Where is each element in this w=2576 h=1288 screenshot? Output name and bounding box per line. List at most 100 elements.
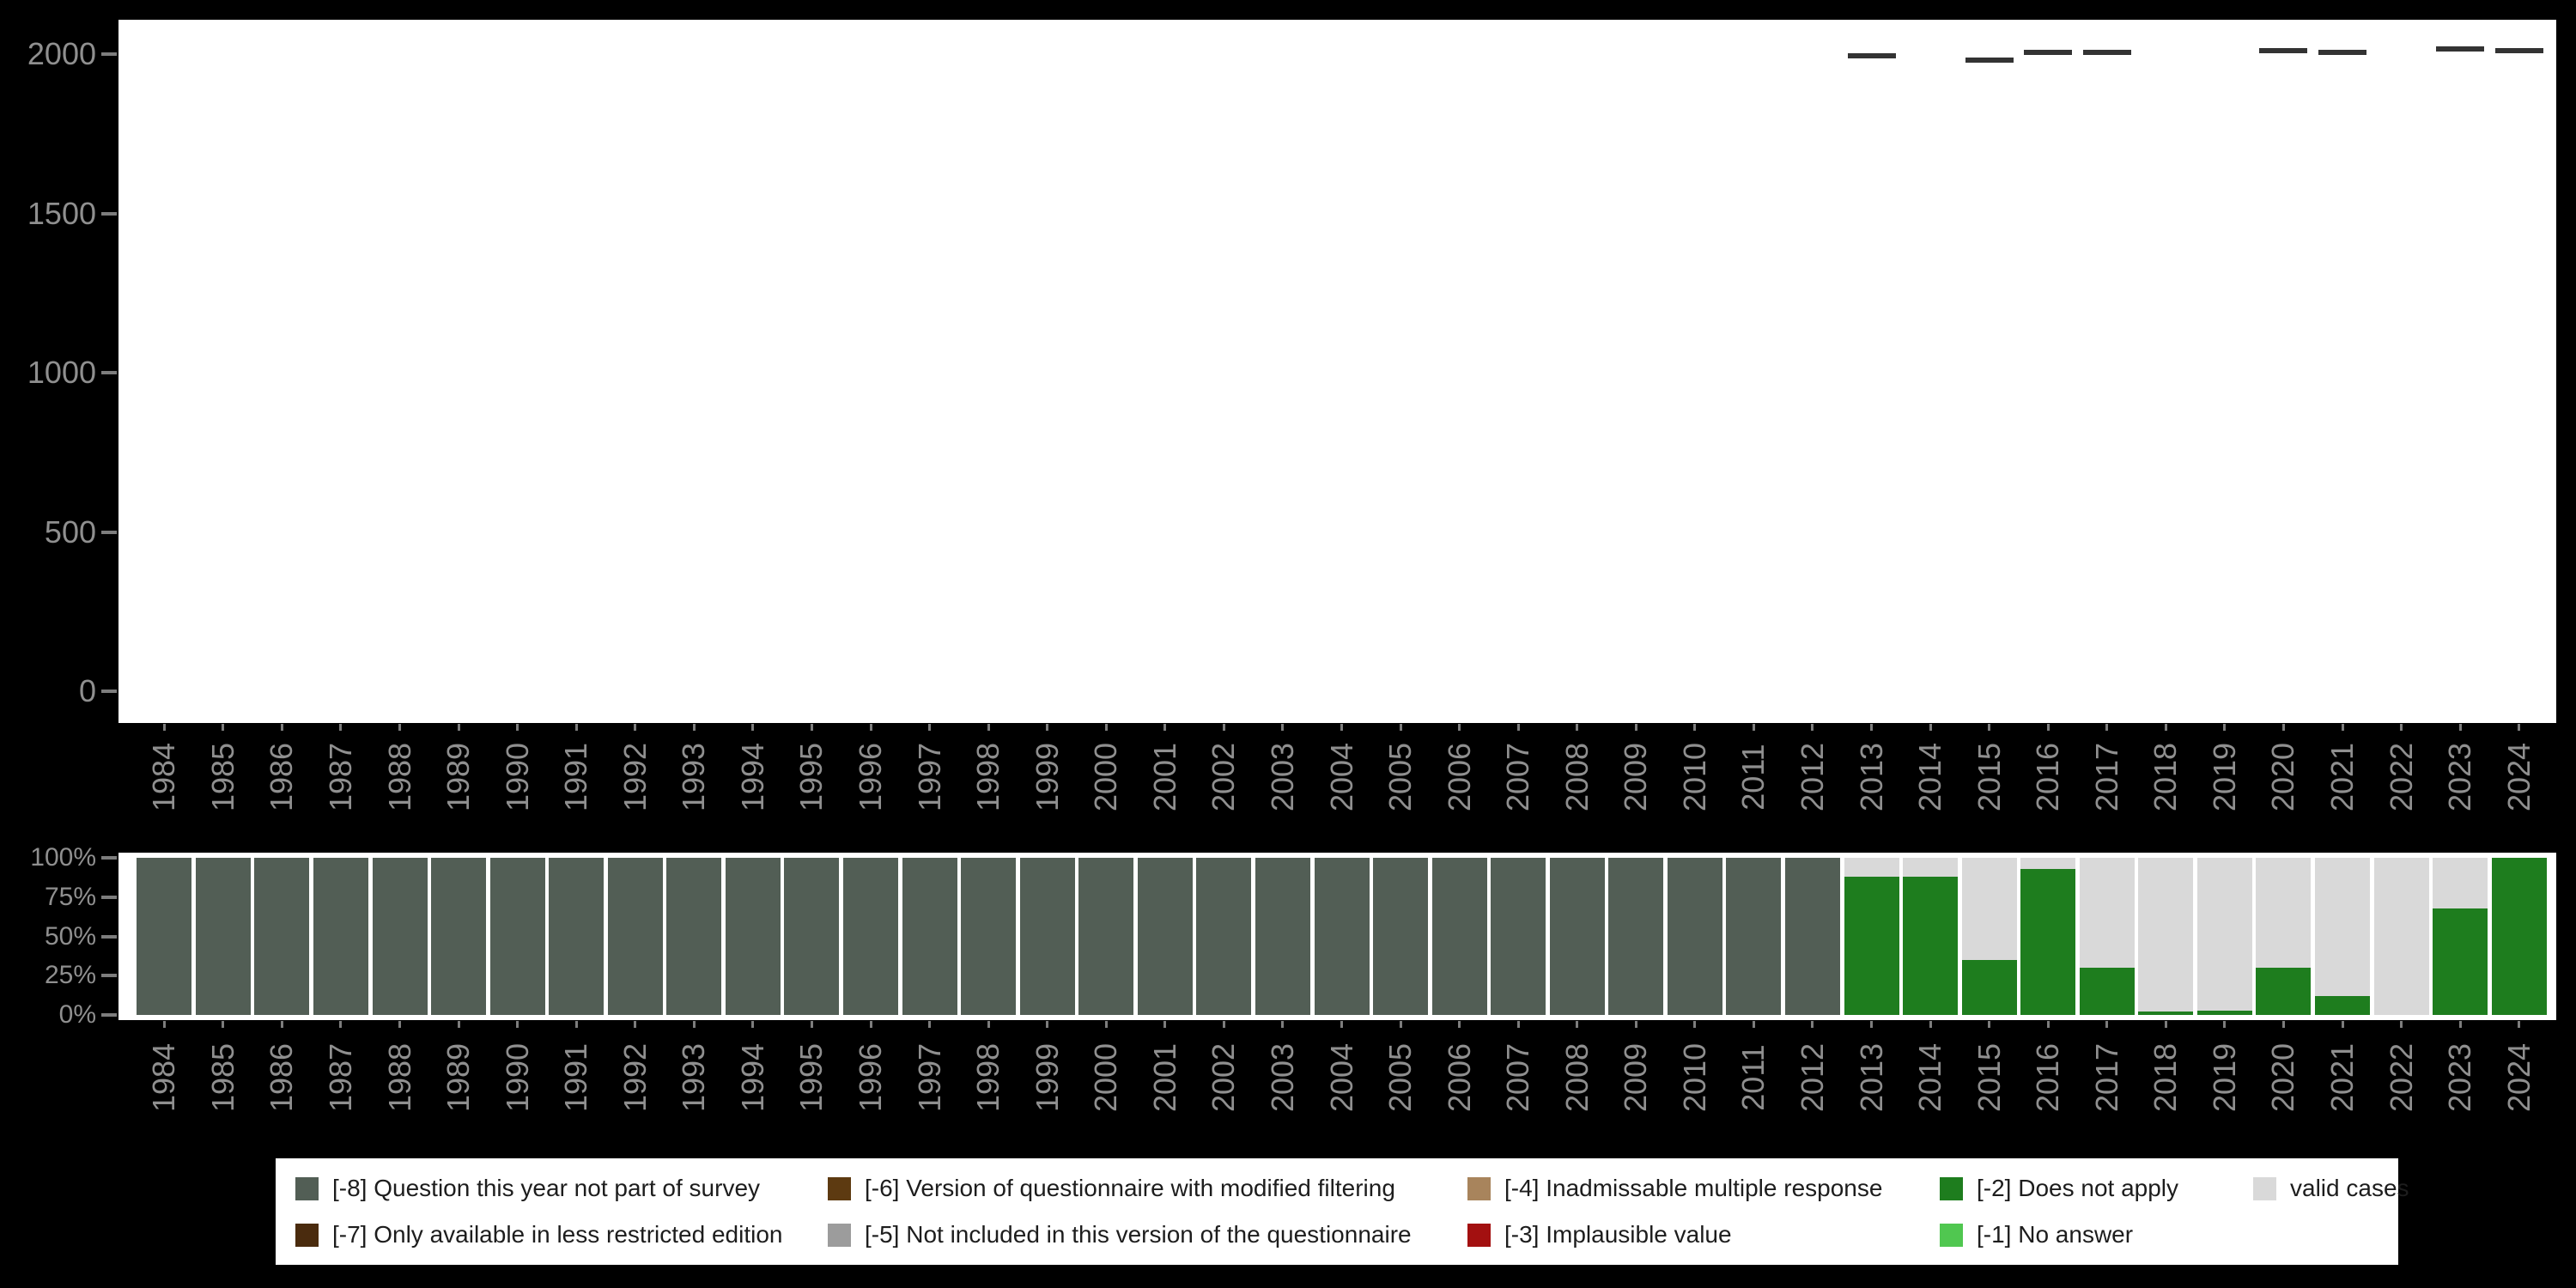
year-label: 2004 — [1323, 742, 1359, 812]
x-axis-tick — [810, 1021, 813, 1028]
case-count-dash — [2494, 48, 2543, 54]
year-label: 1999 — [1029, 742, 1065, 812]
x-axis-tick — [2281, 724, 2285, 731]
x-axis-tick — [2341, 1021, 2344, 1028]
legend-item: [-4] Inadmissable multiple response — [1467, 1175, 1940, 1202]
year-label: 1985 — [204, 742, 240, 812]
year-label: 2020 — [2265, 1042, 2301, 1113]
year-label: 1998 — [970, 1042, 1006, 1113]
x-axis-tick — [1163, 724, 1167, 731]
year-label: 1987 — [322, 742, 358, 812]
year-label: 2015 — [1971, 1042, 2007, 1113]
y-axis-label: 500 — [44, 513, 96, 550]
year-label: 2012 — [1794, 1042, 1830, 1113]
stacked-bar-segment — [1903, 858, 1959, 877]
year-label: 2021 — [2324, 1042, 2360, 1113]
year-label: 1986 — [264, 1042, 300, 1113]
year-label: 2006 — [1441, 1042, 1477, 1113]
year-label: 2015 — [1971, 742, 2007, 812]
year-label: 2017 — [2088, 742, 2124, 812]
y-axis-tick — [101, 371, 117, 374]
x-axis-tick — [280, 724, 283, 731]
stacked-bar-segment — [372, 858, 428, 1015]
x-axis-tick — [810, 724, 813, 731]
legend-color-swatch — [295, 1223, 319, 1247]
year-label: 1987 — [322, 1042, 358, 1113]
stacked-bar-segment — [1373, 858, 1429, 1015]
legend-item: valid cases — [2253, 1175, 2409, 1202]
x-axis-tick — [1870, 1021, 1874, 1028]
x-axis-tick — [2164, 1021, 2167, 1028]
stacked-bar-segment — [2079, 968, 2135, 1015]
cases-plot-area — [118, 20, 2556, 723]
year-label: 1988 — [381, 742, 417, 812]
x-axis-tick — [457, 724, 460, 731]
year-label: 1993 — [676, 742, 712, 812]
stacked-bar-segment — [549, 858, 605, 1015]
x-axis-tick — [1104, 724, 1108, 731]
x-axis-tick — [1929, 1021, 1932, 1028]
x-axis-tick — [1340, 1021, 1343, 1028]
legend-color-swatch — [295, 1176, 319, 1200]
stacked-bar-segment — [725, 858, 781, 1015]
x-axis-tick — [1281, 1021, 1285, 1028]
case-count-dash — [2318, 50, 2367, 56]
x-axis-tick — [928, 724, 932, 731]
y-axis-label: 1500 — [27, 195, 96, 231]
x-axis-tick — [987, 1021, 990, 1028]
year-label: 2021 — [2324, 742, 2360, 812]
year-label: 2002 — [1206, 1042, 1242, 1113]
year-label: 2024 — [2500, 742, 2537, 812]
x-axis-tick — [162, 724, 166, 731]
legend-label: [-7] Only available in less restricted e… — [332, 1221, 783, 1248]
x-axis-tick — [1046, 724, 1049, 731]
stacked-bar-segment — [1903, 876, 1959, 1015]
x-axis-tick — [1399, 1021, 1402, 1028]
legend-label: [-3] Implausible value — [1504, 1221, 1732, 1248]
year-label: 2005 — [1382, 742, 1419, 812]
x-axis-tick — [1516, 1021, 1520, 1028]
x-axis-tick — [339, 1021, 343, 1028]
stacked-bar-segment — [1255, 858, 1310, 1015]
year-label: 2022 — [2383, 742, 2419, 812]
legend-color-swatch — [1940, 1176, 1963, 1200]
year-label: 2019 — [2206, 1042, 2242, 1113]
year-label: 2005 — [1382, 1042, 1419, 1113]
x-axis-tick — [1870, 724, 1874, 731]
stacked-bar-segment — [1137, 858, 1193, 1015]
legend-label: valid cases — [2290, 1175, 2409, 1201]
year-label: 2009 — [1618, 742, 1654, 812]
x-axis-tick — [516, 724, 519, 731]
year-label: 1984 — [146, 742, 182, 812]
year-label: 2009 — [1618, 1042, 1654, 1113]
year-label: 2008 — [1558, 742, 1595, 812]
stacked-bar-segment — [1019, 858, 1075, 1015]
x-axis-tick — [1046, 1021, 1049, 1028]
x-axis-tick — [2458, 1021, 2462, 1028]
year-label: 2008 — [1558, 1042, 1595, 1113]
year-label: 2023 — [2442, 742, 2478, 812]
year-label: 1991 — [558, 1042, 594, 1113]
stacked-bar-segment — [489, 858, 545, 1015]
stacked-bar-segment — [313, 858, 368, 1015]
x-axis-tick — [2105, 1021, 2109, 1028]
case-count-dash — [2259, 48, 2308, 54]
x-axis-tick — [1340, 724, 1343, 731]
legend-label: [-1] No answer — [1977, 1221, 2134, 1248]
x-axis-tick — [222, 1021, 225, 1028]
x-axis-tick — [339, 724, 343, 731]
x-axis-tick — [457, 1021, 460, 1028]
year-label: 1997 — [911, 742, 947, 812]
y-axis-tick — [101, 895, 117, 899]
case-count-dash — [2082, 50, 2131, 56]
x-axis-tick — [1752, 724, 1755, 731]
year-label: 2001 — [1146, 742, 1182, 812]
year-label: 2022 — [2383, 1042, 2419, 1113]
stacked-bar-segment — [2491, 858, 2547, 1015]
stacked-bar-segment — [843, 858, 899, 1015]
year-label: 1985 — [204, 1042, 240, 1113]
x-axis-tick — [280, 1021, 283, 1028]
year-label: 1998 — [970, 742, 1006, 812]
stacked-bar-segment — [961, 858, 1017, 1015]
x-axis-tick — [2223, 1021, 2227, 1028]
